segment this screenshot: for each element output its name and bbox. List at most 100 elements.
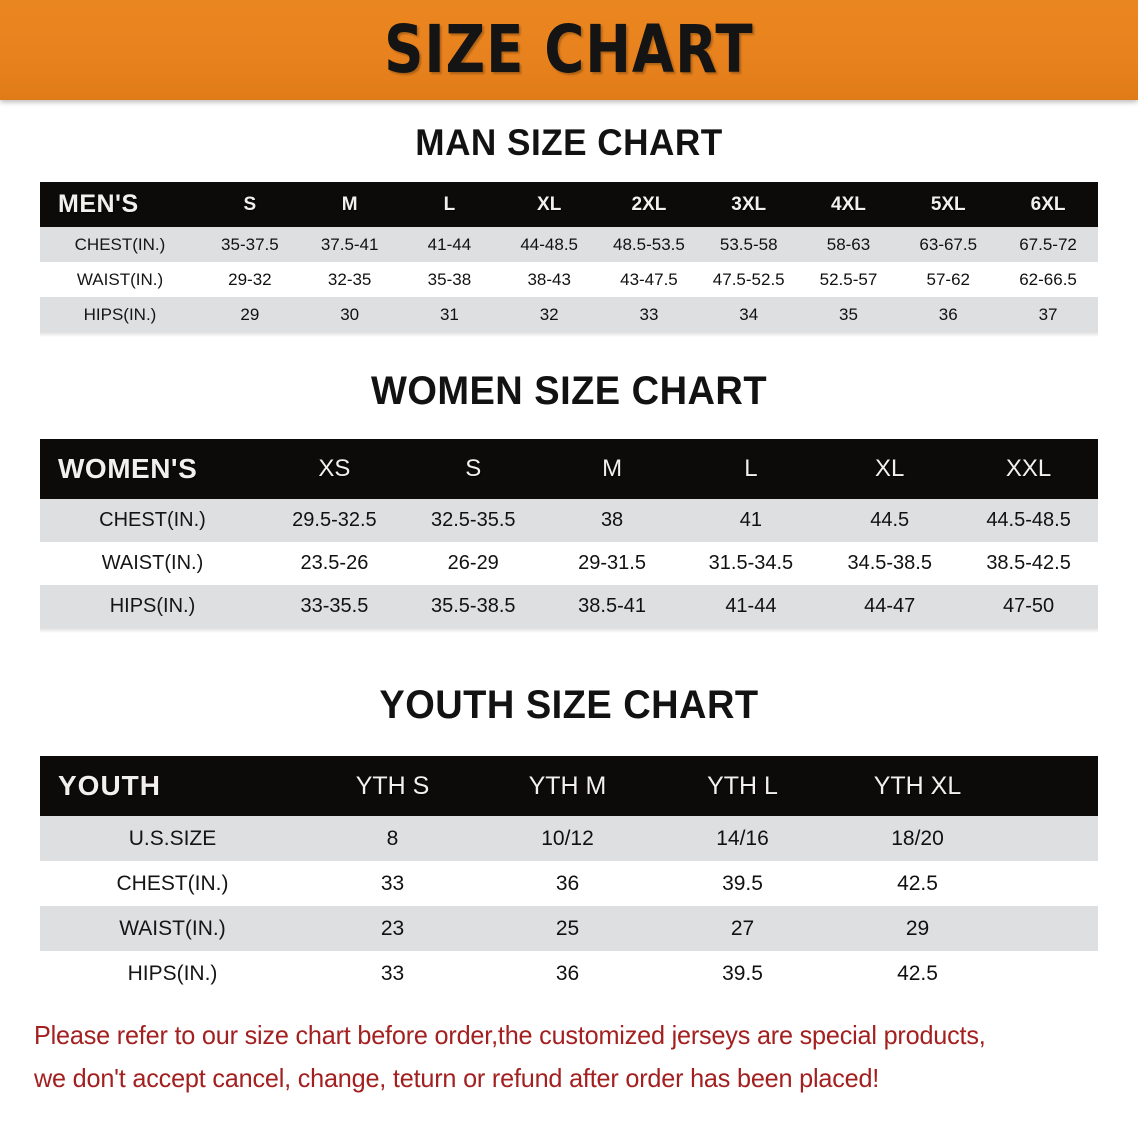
table-cell: 42.5 <box>830 861 1005 906</box>
table-cell: 35.5-38.5 <box>403 585 543 628</box>
table-cell: 29-32 <box>200 262 300 297</box>
table-cell-spacer <box>1005 816 1098 861</box>
table-cell: 44.5 <box>820 499 960 542</box>
youth-table-wrapper: YOUTH YTH S YTH M YTH L YTH XL U.S.SIZE … <box>40 756 1098 996</box>
table-row: WAIST(IN.) 23.5-26 26-29 29-31.5 31.5-34… <box>40 542 1098 585</box>
table-row: HIPS(IN.) 33 36 39.5 42.5 <box>40 951 1098 996</box>
table-cell: 29-31.5 <box>542 542 682 585</box>
table-cell: 53.5-58 <box>698 227 799 262</box>
youth-col-spacer <box>1005 756 1098 816</box>
table-cell: 44-48.5 <box>499 227 600 262</box>
man-col-2xl: 2XL <box>599 182 699 227</box>
table-cell: 47-50 <box>959 585 1098 628</box>
youth-row-label-ussize: U.S.SIZE <box>40 816 305 861</box>
table-cell: 38.5-42.5 <box>959 542 1098 585</box>
table-row: HIPS(IN.) 33-35.5 35.5-38.5 38.5-41 41-4… <box>40 585 1098 628</box>
women-row-label-hips: HIPS(IN.) <box>40 585 265 628</box>
man-section-title: MAN SIZE CHART <box>415 122 723 163</box>
table-cell: 52.5-57 <box>798 262 899 297</box>
table-cell: 26-29 <box>403 542 543 585</box>
youth-section-title: YOUTH SIZE CHART <box>379 683 759 727</box>
table-cell: 14/16 <box>655 816 830 861</box>
table-cell: 41 <box>681 499 821 542</box>
man-row-label-chest: CHEST(IN.) <box>40 227 200 262</box>
table-cell: 39.5 <box>655 861 830 906</box>
women-section-title: WOMEN SIZE CHART <box>370 369 768 413</box>
table-cell: 36 <box>480 951 655 996</box>
table-cell: 10/12 <box>480 816 655 861</box>
table-row: CHEST(IN.) 35-37.5 37.5-41 41-44 44-48.5… <box>40 227 1098 262</box>
women-col-l: L <box>681 439 821 499</box>
table-cell: 47.5-52.5 <box>698 262 799 297</box>
table-row: HIPS(IN.) 29 30 31 32 33 34 35 36 37 <box>40 297 1098 332</box>
youth-row-label-waist: WAIST(IN.) <box>40 906 305 951</box>
page-banner: SIZE CHART <box>0 0 1138 100</box>
table-row: CHEST(IN.) 33 36 39.5 42.5 <box>40 861 1098 906</box>
man-col-4xl: 4XL <box>798 182 899 227</box>
table-cell: 62-66.5 <box>998 262 1098 297</box>
table-cell: 38.5-41 <box>542 585 682 628</box>
page-title: SIZE CHART <box>384 11 754 88</box>
table-cell: 23.5-26 <box>265 542 404 585</box>
table-cell: 43-47.5 <box>599 262 699 297</box>
youth-row-label-chest: CHEST(IN.) <box>40 861 305 906</box>
women-size-section: WOMEN SIZE CHART WOMEN'S XS S M L XL XXL <box>0 369 1138 633</box>
table-cell: 23 <box>305 906 480 951</box>
table-row: WAIST(IN.) 23 25 27 29 <box>40 906 1098 951</box>
table-row: U.S.SIZE 8 10/12 14/16 18/20 <box>40 816 1098 861</box>
table-cell: 44.5-48.5 <box>959 499 1098 542</box>
table-cell: 29 <box>200 297 300 332</box>
man-corner-label: MEN'S <box>40 182 200 227</box>
table-cell: 30 <box>299 297 400 332</box>
youth-corner-label: YOUTH <box>40 756 305 816</box>
table-cell-spacer <box>1005 951 1098 996</box>
women-row-label-chest: CHEST(IN.) <box>40 499 265 542</box>
table-cell: 38-43 <box>499 262 600 297</box>
table-cell: 34 <box>698 297 799 332</box>
man-table-header-row: MEN'S S M L XL 2XL 3XL 4XL 5XL 6XL <box>40 182 1098 227</box>
women-col-xs: XS <box>265 439 404 499</box>
youth-size-table: YOUTH YTH S YTH M YTH L YTH XL U.S.SIZE … <box>40 756 1098 996</box>
man-size-table: MEN'S S M L XL 2XL 3XL 4XL 5XL 6XL CHEST… <box>40 182 1098 332</box>
women-corner-label: WOMEN'S <box>40 439 265 499</box>
table-cell: 18/20 <box>830 816 1005 861</box>
disclaimer-line-2: we don't accept cancel, change, teturn o… <box>34 1062 880 1093</box>
table-cell: 31 <box>399 297 500 332</box>
table-cell: 36 <box>480 861 655 906</box>
man-col-s: S <box>200 182 300 227</box>
women-col-xl: XL <box>820 439 960 499</box>
table-cell: 33 <box>305 861 480 906</box>
table-cell: 57-62 <box>898 262 999 297</box>
table-cell: 63-67.5 <box>898 227 999 262</box>
table-cell: 32.5-35.5 <box>403 499 543 542</box>
table-cell: 31.5-34.5 <box>681 542 821 585</box>
women-col-xxl: XXL <box>959 439 1098 499</box>
table-cell: 33 <box>305 951 480 996</box>
man-col-3xl: 3XL <box>698 182 799 227</box>
women-row-label-waist: WAIST(IN.) <box>40 542 265 585</box>
table-cell: 48.5-53.5 <box>599 227 699 262</box>
youth-col-m: YTH M <box>480 756 655 816</box>
women-col-m: M <box>542 439 682 499</box>
women-table-header-row: WOMEN'S XS S M L XL XXL <box>40 439 1098 499</box>
youth-col-l: YTH L <box>655 756 830 816</box>
man-col-6xl: 6XL <box>998 182 1098 227</box>
table-cell: 33 <box>599 297 699 332</box>
table-cell: 38 <box>542 499 682 542</box>
man-col-xl: XL <box>499 182 600 227</box>
man-col-l: L <box>399 182 500 227</box>
youth-row-label-hips: HIPS(IN.) <box>40 951 305 996</box>
table-cell: 32 <box>499 297 600 332</box>
table-cell: 27 <box>655 906 830 951</box>
table-cell: 67.5-72 <box>998 227 1098 262</box>
table-cell: 42.5 <box>830 951 1005 996</box>
table-cell: 36 <box>898 297 999 332</box>
women-table-wrapper: WOMEN'S XS S M L XL XXL CHEST(IN.) 29.5-… <box>40 439 1098 633</box>
table-cell: 29 <box>830 906 1005 951</box>
disclaimer-text: Please refer to our size chart before or… <box>34 1014 1072 1100</box>
table-cell: 44-47 <box>820 585 960 628</box>
man-table-wrapper: MEN'S S M L XL 2XL 3XL 4XL 5XL 6XL CHEST… <box>40 182 1098 337</box>
table-cell: 33-35.5 <box>265 585 404 628</box>
table-cell: 35-37.5 <box>200 227 300 262</box>
table-cell: 25 <box>480 906 655 951</box>
